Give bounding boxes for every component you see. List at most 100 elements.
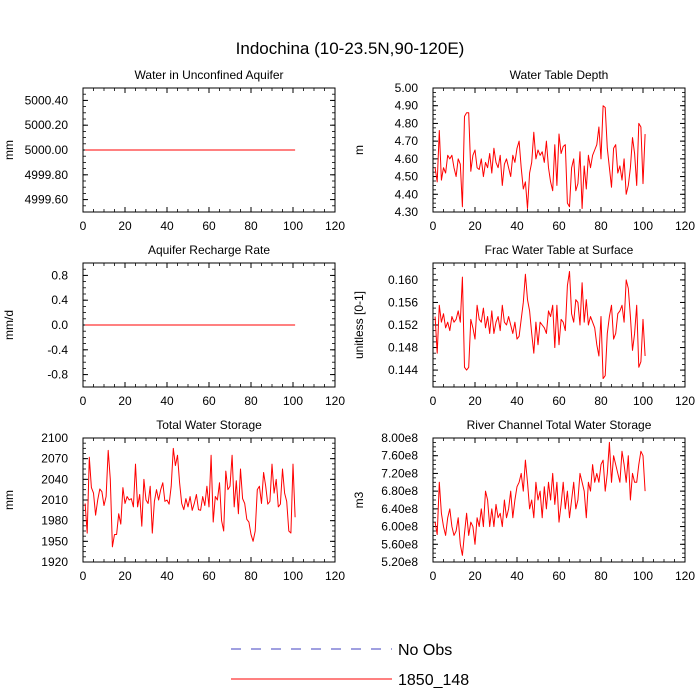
x-tick-label: 80: [244, 569, 258, 583]
series-line-1850-148: [434, 270, 646, 380]
y-tick-label: 5.20e8: [381, 555, 418, 569]
x-tick-label: 100: [283, 394, 303, 408]
y-axis-label: m: [352, 145, 366, 155]
y-tick-label: 6.80e8: [381, 484, 418, 498]
x-tick-label: 100: [633, 569, 653, 583]
panel-title: Water Table Depth: [510, 68, 609, 82]
panel-title: Aquifer Recharge Rate: [148, 243, 270, 257]
x-tick-label: 20: [118, 219, 132, 233]
y-tick-label: 7.60e8: [381, 449, 418, 463]
x-tick-label: 60: [202, 569, 216, 583]
series-line-1850-148: [84, 447, 296, 548]
x-tick-label: 120: [675, 219, 695, 233]
y-tick-label: 2100: [41, 431, 68, 445]
x-tick-label: 60: [202, 394, 216, 408]
y-axis-label: mm/d: [2, 310, 16, 340]
y-tick-label: 5000.20: [25, 118, 69, 132]
x-tick-label: 120: [325, 394, 345, 408]
plot-frame: [82, 437, 336, 563]
y-tick-label: 0.4: [51, 293, 68, 307]
x-tick-label: 120: [325, 219, 345, 233]
x-tick-label: 60: [552, 569, 566, 583]
panel-2: Water Table Depth m 0 20 40 60 80 100 120 4.30 4.4…: [352, 68, 695, 233]
panel-3: Aquifer Recharge Rate mm/d 0 20 40 60 80 100 120…: [2, 243, 345, 408]
x-tick-label: 80: [244, 394, 258, 408]
panel-title: Total Water Storage: [156, 418, 262, 432]
y-tick-label: 6.40e8: [381, 502, 418, 516]
y-tick-label: 6.00e8: [381, 520, 418, 534]
x-tick-label: 0: [80, 394, 87, 408]
panel-6: River Channel Total Water Storage m3 0 20 40…: [352, 418, 695, 583]
y-tick-label: 2040: [41, 472, 68, 486]
x-tick-label: 0: [430, 394, 437, 408]
y-tick-label: -0.4: [47, 343, 68, 357]
panel-title: Water in Unconfined Aquifer: [135, 68, 284, 82]
panel-1: Water in Unconfined Aquifer mm 0 20 40 60 80 10…: [2, 68, 345, 233]
panel-title: River Channel Total Water Storage: [467, 418, 652, 432]
y-tick-label: 4.30: [395, 205, 419, 219]
series-line-1850-148: [434, 441, 646, 556]
y-tick-label: 1950: [41, 534, 68, 548]
x-tick-label: 120: [675, 569, 695, 583]
y-tick-label: 4.90: [395, 99, 419, 113]
x-tick-label: 40: [510, 569, 524, 583]
y-tick-label: 0.152: [388, 318, 418, 332]
x-tick-label: 80: [244, 219, 258, 233]
plot-frame: [432, 87, 686, 213]
y-axis-label: m3: [352, 491, 366, 508]
y-tick-label: 1920: [41, 555, 68, 569]
y-tick-label: 0.0: [51, 318, 68, 332]
y-axis-label: unitless [0-1]: [352, 291, 366, 359]
y-axis-label: mm: [2, 490, 16, 510]
x-tick-label: 40: [160, 569, 174, 583]
x-tick-label: 120: [325, 569, 345, 583]
plot-frame: [82, 262, 336, 388]
x-tick-label: 20: [118, 569, 132, 583]
y-tick-label: 4.40: [395, 187, 419, 201]
y-tick-label: 5000.40: [25, 93, 69, 107]
x-tick-label: 20: [468, 394, 482, 408]
y-tick-label: 4999.60: [25, 193, 69, 207]
x-tick-label: 40: [160, 219, 174, 233]
x-tick-label: 80: [594, 219, 608, 233]
panel-title: Frac Water Table at Surface: [485, 243, 634, 257]
panel-4: Frac Water Table at Surface unitless [0-1…: [352, 243, 695, 408]
x-tick-label: 60: [552, 394, 566, 408]
y-tick-label: 4999.80: [25, 168, 69, 182]
x-tick-label: 40: [510, 219, 524, 233]
x-tick-label: 120: [675, 394, 695, 408]
y-tick-label: -0.8: [47, 368, 68, 382]
series-line-1850-148: [434, 105, 646, 209]
y-axis-label: mm: [2, 140, 16, 160]
x-tick-label: 20: [468, 219, 482, 233]
x-tick-label: 40: [510, 394, 524, 408]
y-tick-label: 0.160: [388, 273, 418, 287]
x-tick-label: 100: [633, 394, 653, 408]
y-tick-label: 2010: [41, 493, 68, 507]
y-tick-label: 1980: [41, 514, 68, 528]
y-tick-label: 5.60e8: [381, 537, 418, 551]
x-tick-label: 60: [202, 219, 216, 233]
x-tick-label: 40: [160, 394, 174, 408]
y-tick-label: 4.80: [395, 116, 419, 130]
y-tick-label: 5000.00: [25, 143, 69, 157]
y-tick-label: 5.00: [395, 81, 419, 95]
y-tick-label: 0.156: [388, 295, 418, 309]
y-tick-label: 0.144: [388, 363, 418, 377]
x-tick-label: 100: [283, 219, 303, 233]
plot-frame: [432, 437, 686, 563]
y-tick-label: 4.50: [395, 170, 419, 184]
figure-title: Indochina (10-23.5N,90-120E): [236, 39, 465, 58]
y-tick-label: 4.60: [395, 152, 419, 166]
y-tick-label: 4.70: [395, 134, 419, 148]
y-tick-label: 8.00e8: [381, 431, 418, 445]
y-tick-label: 0.8: [51, 268, 68, 282]
plot-frame: [82, 87, 336, 213]
y-tick-label: 7.20e8: [381, 466, 418, 480]
x-tick-label: 0: [80, 569, 87, 583]
x-tick-label: 0: [430, 569, 437, 583]
